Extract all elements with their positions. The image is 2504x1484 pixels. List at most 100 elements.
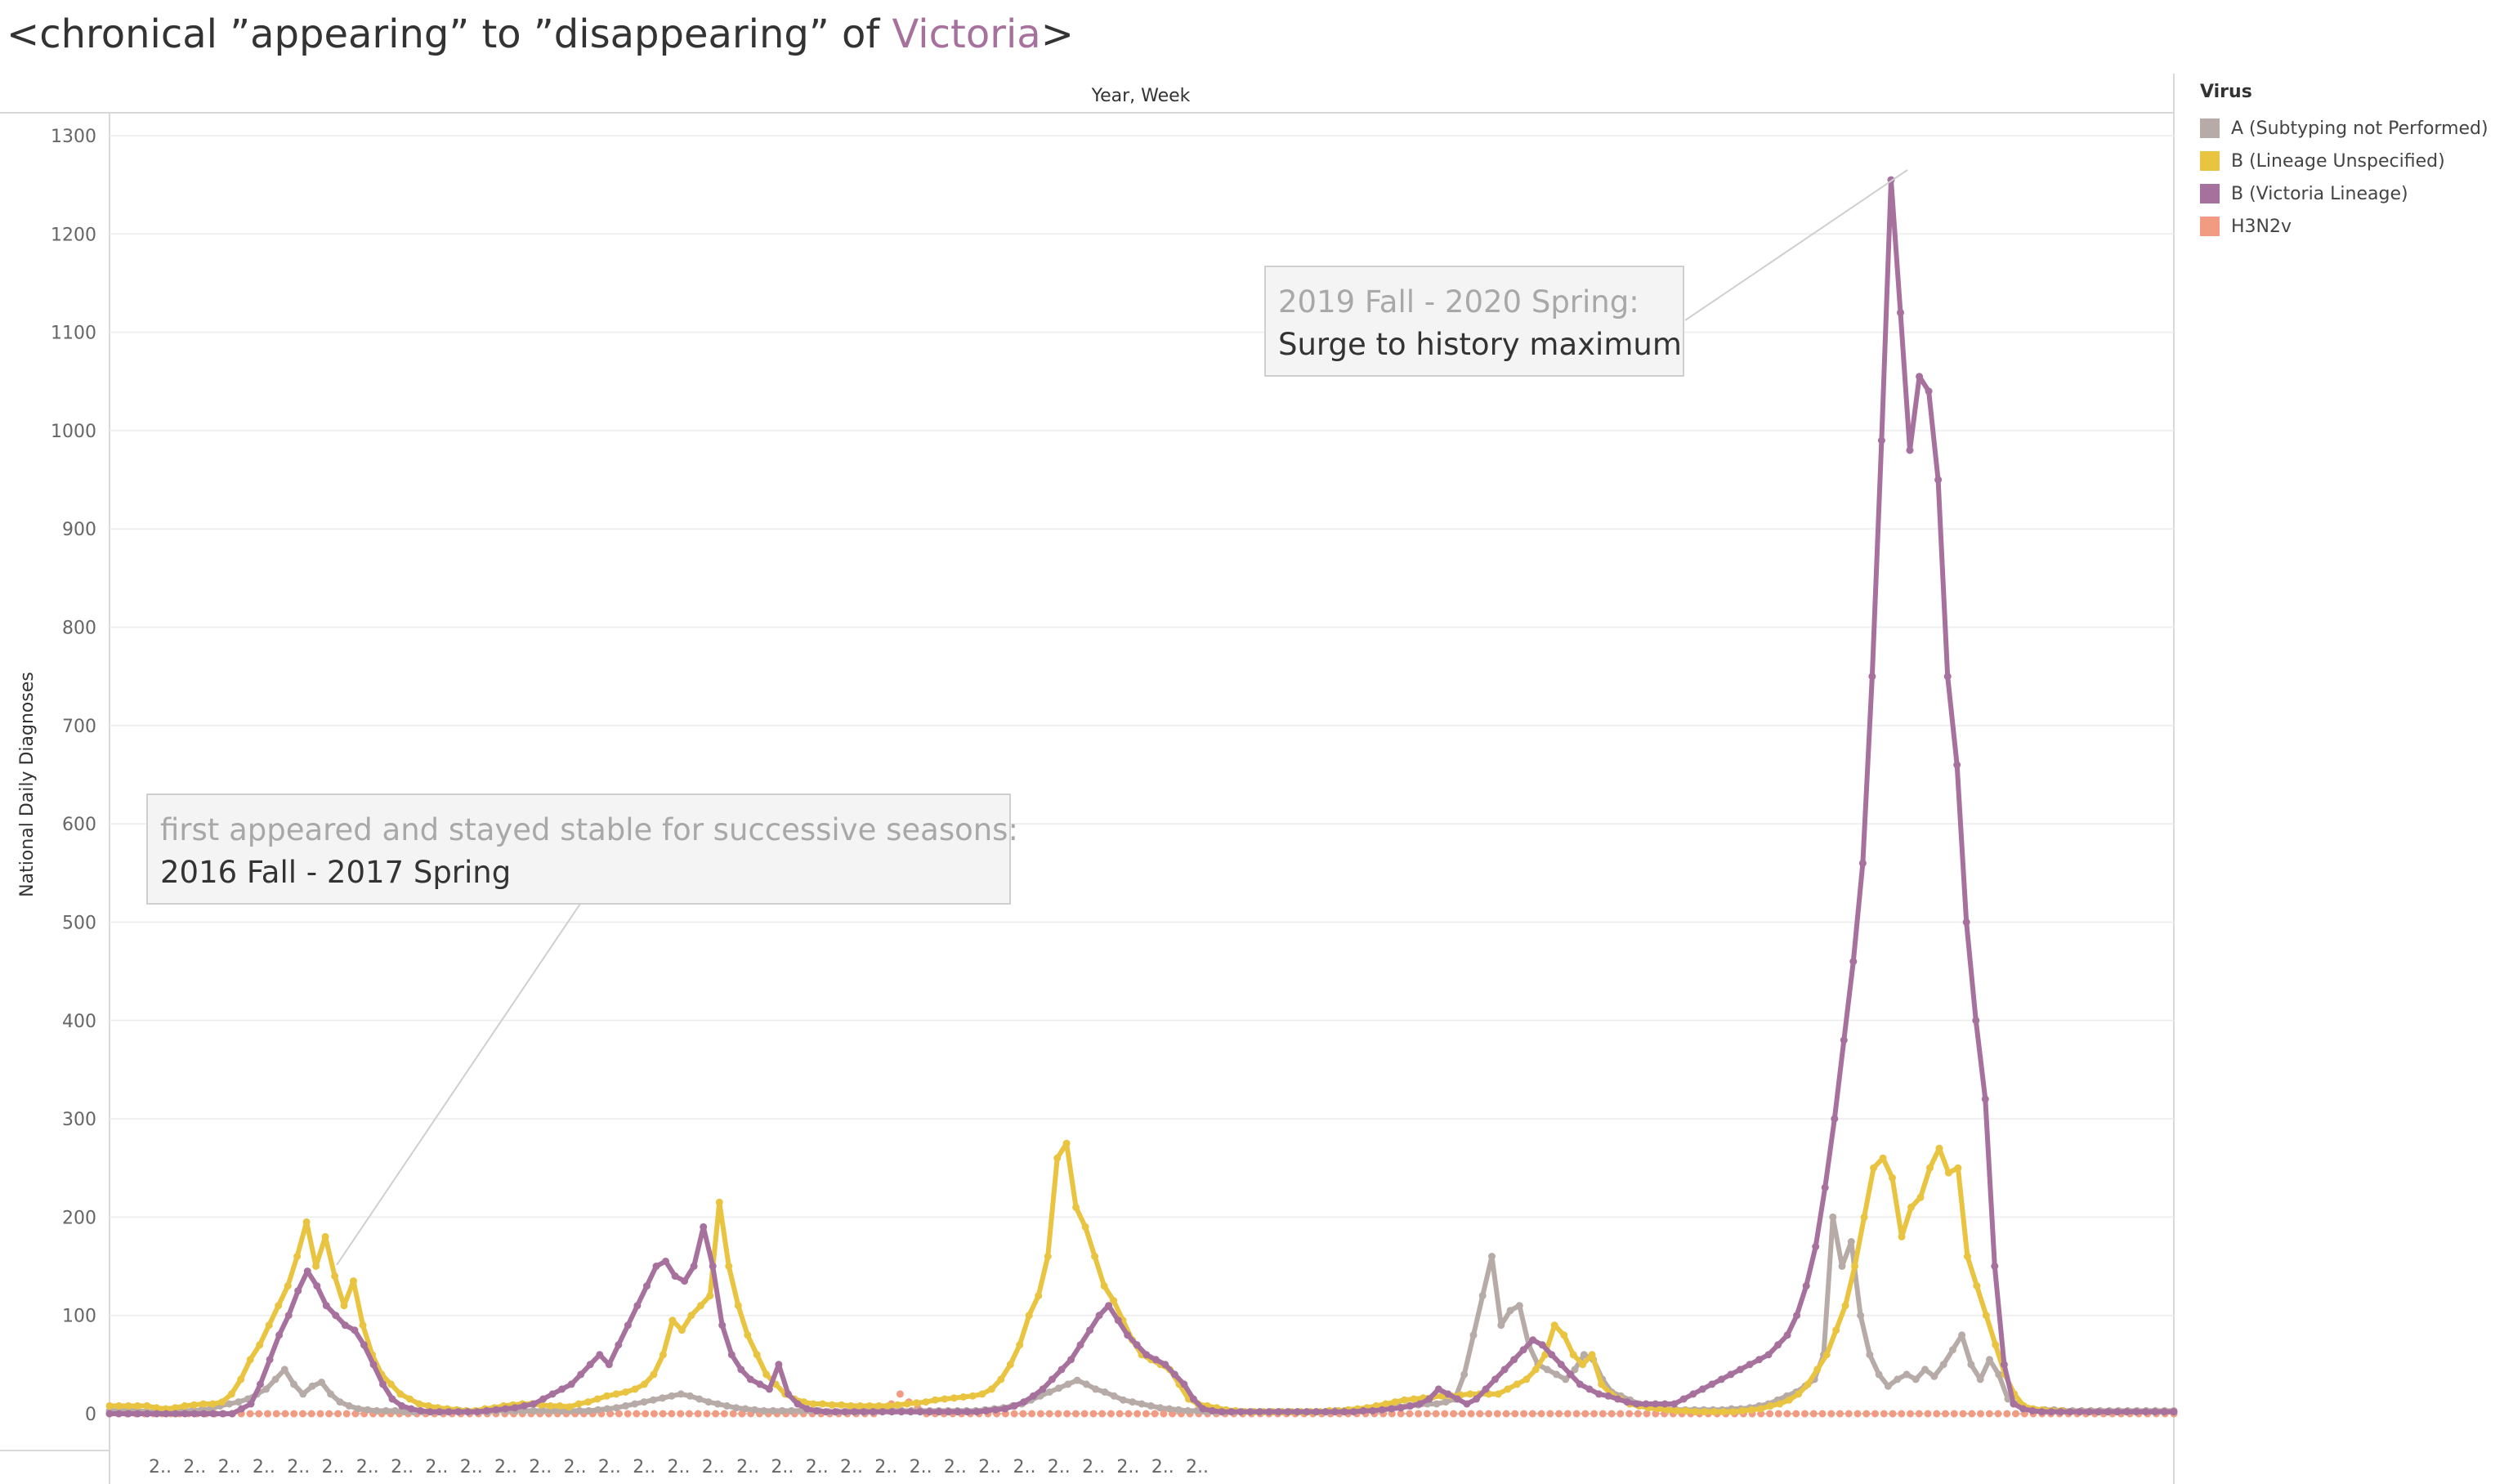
data-point [1679, 1395, 1688, 1403]
data-point [1944, 1169, 1952, 1177]
x-axis-ticks: 2.. 2.. 2.. 2.. 2.. 2.. 2.. 2.. 2.. 2.. 2.. 2.. 2.. 2… [149, 1457, 1209, 1477]
data-point [1916, 373, 1924, 381]
data-point [1165, 1405, 1174, 1413]
title-suffix: > [1040, 11, 1074, 57]
data-point [1125, 1410, 1133, 1418]
y-tick-label: 1300 [51, 127, 96, 147]
annotation-connector [1684, 169, 1908, 321]
data-point [1156, 1404, 1165, 1412]
data-point [706, 1292, 714, 1300]
data-point [1691, 1408, 1699, 1416]
data-point [1020, 1398, 1028, 1406]
data-point [1105, 1302, 1113, 1310]
data-point [2141, 1408, 2149, 1416]
data-point [539, 1395, 548, 1403]
data-point [1246, 1408, 1254, 1416]
data-point [922, 1398, 930, 1406]
data-point [2038, 1408, 2046, 1416]
data-point [631, 1385, 639, 1393]
data-point [511, 1404, 519, 1412]
data-point [1513, 1380, 1521, 1388]
data-point [1147, 1401, 1155, 1410]
data-point [643, 1282, 651, 1290]
data-point [322, 1302, 330, 1310]
legend-item-h3n2v[interactable]: H3N2v [2200, 210, 2488, 243]
data-point [612, 1390, 620, 1398]
data-point [1293, 1408, 1301, 1416]
data-point [677, 1410, 685, 1418]
data-point [1982, 1312, 1990, 1320]
data-point [299, 1410, 306, 1418]
data-point [1110, 1392, 1118, 1400]
data-point [1838, 1263, 1846, 1270]
data-point [2066, 1408, 2074, 1416]
data-point [615, 1410, 623, 1418]
data-point [869, 1408, 877, 1416]
data-point [1994, 1410, 2002, 1418]
data-point [1652, 1400, 1660, 1408]
data-point [1423, 1410, 1431, 1418]
x-tick-label: 2.. [287, 1457, 310, 1477]
data-point [875, 1401, 883, 1410]
data-point [2113, 1408, 2122, 1416]
data-point [973, 1408, 981, 1416]
series-0 [105, 1213, 2178, 1416]
data-point [1129, 1398, 1137, 1406]
data-point [1543, 1366, 1551, 1374]
data-point [218, 1398, 226, 1406]
data-point [1537, 1410, 1545, 1418]
data-point [373, 1406, 381, 1415]
x-tick-label: 2.. [702, 1457, 725, 1477]
data-point [436, 1408, 444, 1416]
data-point [1607, 1410, 1616, 1418]
data-point [463, 1408, 472, 1416]
data-point [1898, 1410, 1906, 1418]
data-point [492, 1406, 500, 1414]
data-point [750, 1406, 758, 1414]
data-point [1792, 1410, 1800, 1418]
data-point [1598, 1380, 1606, 1388]
data-point [415, 1400, 423, 1408]
data-point [1560, 1331, 1568, 1339]
data-point [1581, 1410, 1590, 1418]
series-line [110, 1141, 2174, 1415]
x-tick-label: 2.. [1186, 1457, 1209, 1477]
y-tick-label: 300 [62, 1110, 96, 1130]
annotation-text-1b: Surge to history maximum [1278, 327, 1682, 362]
data-point [1529, 1336, 1537, 1344]
data-point [884, 1401, 892, 1410]
data-point [1406, 1401, 1415, 1410]
data-point [426, 1408, 434, 1416]
data-point [396, 1390, 405, 1398]
data-point [1081, 1223, 1089, 1231]
data-point [785, 1390, 792, 1398]
data-point [1958, 1331, 1966, 1339]
x-tick-label: 2.. [668, 1457, 691, 1477]
data-point [316, 1410, 324, 1418]
data-point [342, 1410, 351, 1418]
data-point [685, 1410, 693, 1418]
y-tick-label: 1200 [51, 225, 96, 245]
data-point [398, 1401, 406, 1410]
legend-item-b-victoria[interactable]: B (Victoria Lineage) [2200, 177, 2488, 210]
data-point [1871, 1410, 1879, 1418]
y-tick-label: 0 [85, 1405, 96, 1425]
data-point [2132, 1408, 2140, 1416]
data-point [687, 1312, 695, 1320]
legend-item-b-unspecified[interactable]: B (Lineage Unspecified) [2200, 145, 2488, 177]
data-point [896, 1390, 904, 1398]
x-tick-label: 2.. [149, 1457, 172, 1477]
data-point [1450, 1410, 1458, 1418]
data-point [968, 1392, 977, 1400]
data-point [1851, 1263, 1859, 1270]
legend-item-a[interactable]: A (Subtyping not Performed) [2200, 112, 2488, 145]
data-point [290, 1410, 298, 1418]
data-point [1494, 1390, 1502, 1398]
y-tick-label: 100 [62, 1307, 96, 1327]
x-tick-label: 2.. [494, 1457, 517, 1477]
data-point [720, 1410, 728, 1418]
legend-swatch [2200, 151, 2220, 171]
series-layer [105, 176, 2178, 1418]
data-point [1973, 1282, 1981, 1290]
data-point [640, 1398, 648, 1406]
